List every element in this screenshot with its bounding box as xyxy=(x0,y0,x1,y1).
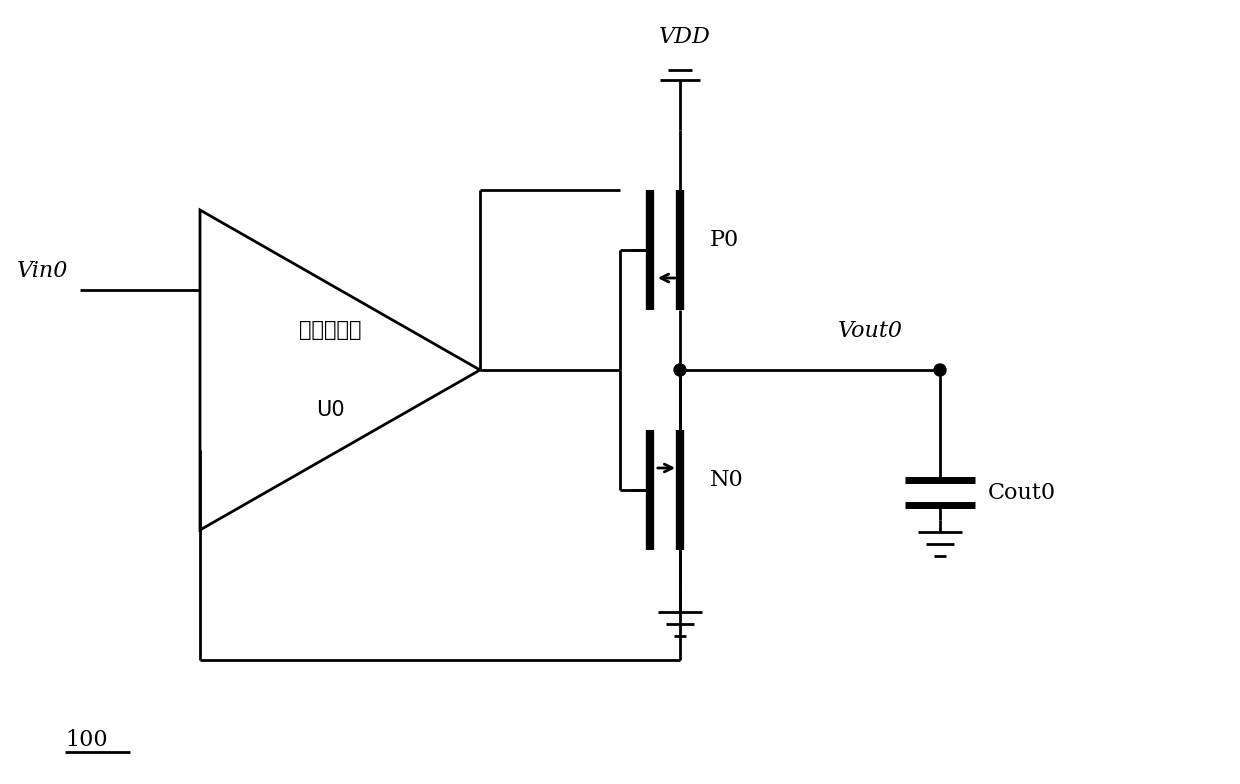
Text: 运算放大器: 运算放大器 xyxy=(299,320,361,340)
Text: U0: U0 xyxy=(316,400,345,420)
Text: P0: P0 xyxy=(711,229,739,251)
Text: N0: N0 xyxy=(711,469,744,491)
Text: 100: 100 xyxy=(64,729,108,751)
Text: Vout0: Vout0 xyxy=(837,320,903,342)
Circle shape xyxy=(934,364,946,376)
Circle shape xyxy=(675,364,686,376)
Text: Vin0: Vin0 xyxy=(16,260,68,282)
Text: VDD: VDD xyxy=(660,26,711,48)
Text: Cout0: Cout0 xyxy=(988,481,1056,503)
